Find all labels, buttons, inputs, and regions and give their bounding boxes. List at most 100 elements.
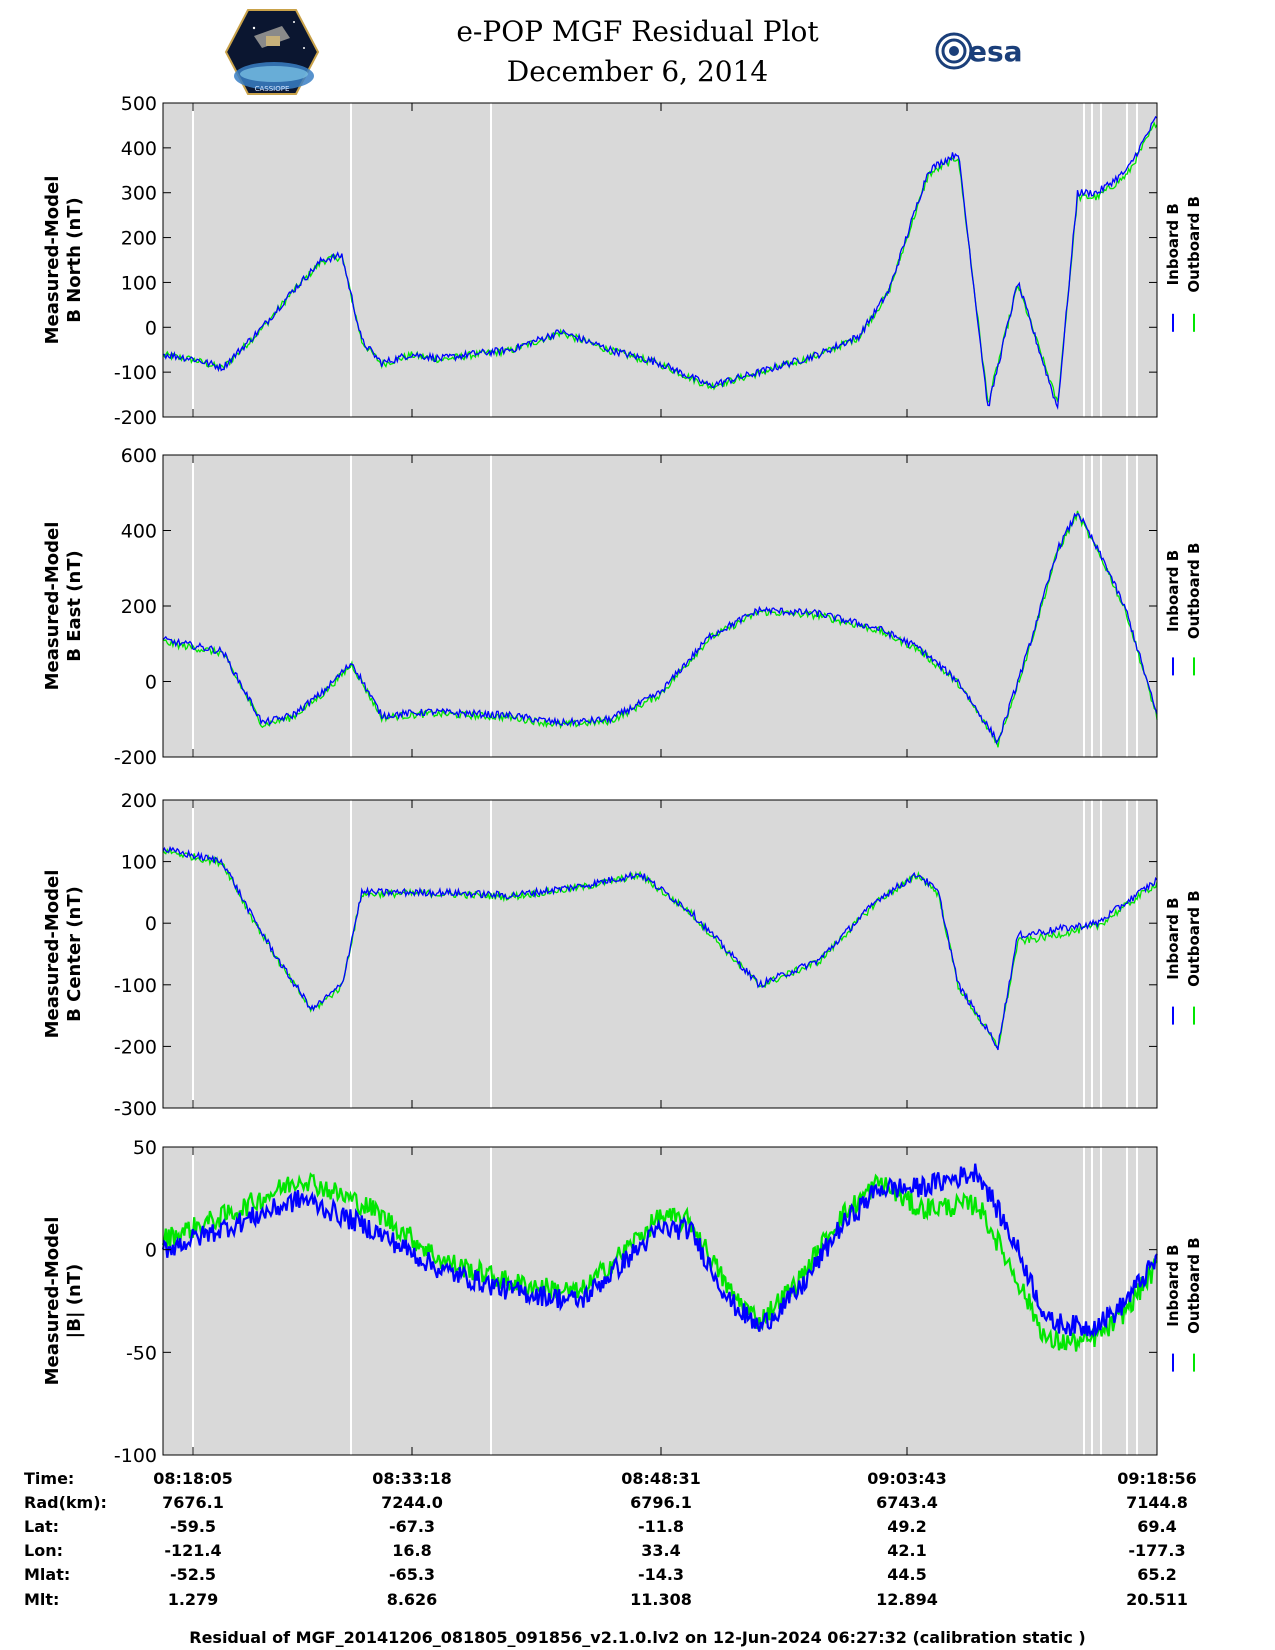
series-inboard <box>162 115 1158 411</box>
info-value: 08:48:31 <box>621 1469 701 1488</box>
y-axis-label-line1: Measured-Model <box>42 1217 63 1386</box>
series-inboard <box>162 512 1158 745</box>
y-tick-label: -200 <box>114 747 157 769</box>
legend: Inboard B Outboard B <box>1164 1237 1203 1372</box>
y-axis-label-line2: B East (nT) <box>64 550 85 662</box>
y-tick-label: 100 <box>121 272 157 294</box>
y-axis-label-line1: Measured-Model <box>42 522 63 691</box>
y-tick-label: 200 <box>121 596 157 618</box>
y-tick-label: 0 <box>145 1240 157 1262</box>
info-value: 6743.4 <box>876 1493 938 1512</box>
cassiope-mission-logo: CASSIOPE <box>224 9 320 95</box>
legend-outboard-label: Outboard B <box>1185 1237 1203 1334</box>
panel-background <box>163 800 1157 1108</box>
svg-text:CASSIOPE: CASSIOPE <box>255 85 290 93</box>
info-value: -67.3 <box>388 1517 436 1536</box>
y-tick-label: 200 <box>121 228 157 250</box>
y-tick-label: -200 <box>114 1036 157 1058</box>
panel-background <box>163 455 1157 757</box>
panel-frame <box>162 799 1158 1109</box>
info-value: 11.308 <box>630 1590 692 1609</box>
legend: Inboard B Outboard B <box>1164 196 1203 332</box>
info-value: 6796.1 <box>630 1493 692 1512</box>
info-value: -14.3 <box>637 1565 685 1584</box>
legend-inboard-label: Inboard B <box>1164 1244 1182 1326</box>
series-inboard <box>161 1163 1158 1338</box>
series-inboard <box>162 845 1158 1051</box>
y-tick-label: 50 <box>133 1137 157 1159</box>
y-tick-label: 400 <box>121 521 157 543</box>
info-row-label: Mlat: <box>24 1565 71 1584</box>
info-value: 09:03:43 <box>867 1469 947 1488</box>
legend-inboard-label: Inboard B <box>1164 203 1182 285</box>
info-row-label: Lat: <box>24 1517 60 1536</box>
y-tick-label: 100 <box>121 852 157 874</box>
info-value: 65.2 <box>1137 1565 1177 1584</box>
legend: Inboard B Outboard B <box>1164 543 1203 676</box>
info-value: 08:18:05 <box>153 1469 233 1488</box>
y-tick-label: 0 <box>145 672 157 694</box>
info-value: 09:18:56 <box>1117 1469 1197 1488</box>
y-axis-label-line2: |B| (nT) <box>64 1264 85 1339</box>
legend-inboard-label: Inboard B <box>1164 550 1182 632</box>
svg-text:esa: esa <box>968 35 1023 68</box>
panel-3: -300 -200 -100 0 100 200 Measured-Model B Cente… <box>42 790 1203 1120</box>
y-tick-label: -100 <box>114 362 157 384</box>
info-value: 49.2 <box>887 1517 927 1536</box>
footer-caption: Residual of MGF_20141206_081805_091856_v… <box>189 1628 1086 1647</box>
y-axis-label-line2: B North (nT) <box>64 197 85 323</box>
info-row-label: Lon: <box>24 1541 63 1560</box>
plot-date: December 6, 2014 <box>506 55 769 88</box>
y-tick-label: 300 <box>121 183 157 205</box>
y-tick-label: -100 <box>114 975 157 997</box>
info-row-label: Mlt: <box>24 1590 60 1609</box>
info-value: 1.279 <box>167 1590 219 1609</box>
info-value: -52.5 <box>169 1565 217 1584</box>
info-value: 44.5 <box>887 1565 927 1584</box>
info-row-label: Rad(km): <box>24 1493 107 1512</box>
y-tick-label: 500 <box>121 93 157 115</box>
legend-outboard-label: Outboard B <box>1185 543 1203 640</box>
y-tick-label: 0 <box>145 913 157 935</box>
info-row-label: Time: <box>24 1469 75 1488</box>
esa-logo: esa <box>935 32 1023 70</box>
info-value: 12.894 <box>876 1590 938 1609</box>
y-tick-label: 600 <box>121 445 157 467</box>
y-tick-label: 0 <box>145 317 157 339</box>
info-value: 42.1 <box>887 1541 927 1560</box>
info-value: 7144.8 <box>1126 1493 1188 1512</box>
info-value: 8.626 <box>386 1590 438 1609</box>
legend-outboard-label: Outboard B <box>1185 890 1203 987</box>
info-value: 69.4 <box>1137 1517 1177 1536</box>
info-value: 33.4 <box>641 1541 681 1560</box>
y-tick-label: -50 <box>126 1342 157 1364</box>
panel-frame <box>162 1146 1158 1456</box>
y-tick-label: -200 <box>114 407 157 429</box>
panel-4: -100 -50 0 50 Measured-Model |B| (nT) Inboard … <box>42 1137 1203 1467</box>
info-value: -59.5 <box>169 1517 217 1536</box>
y-tick-label: -300 <box>114 1098 157 1120</box>
panel-background <box>163 103 1157 417</box>
info-value: 08:33:18 <box>372 1469 452 1488</box>
info-value: 16.8 <box>392 1541 432 1560</box>
panel-2: -200 0 200 400 600 Measured-Model B East (nT) I… <box>42 445 1203 769</box>
y-tick-label: -100 <box>114 1445 157 1467</box>
info-value: -121.4 <box>164 1541 222 1560</box>
info-value: -65.3 <box>388 1565 436 1584</box>
legend-inboard-label: Inboard B <box>1164 897 1182 979</box>
y-tick-label: 400 <box>121 138 157 160</box>
panel-frame <box>162 102 1158 418</box>
series-outboard <box>161 1172 1158 1352</box>
info-value: -11.8 <box>637 1517 685 1536</box>
panel-1: -200 -100 0 100 200 300 400 500 Measured-Model B … <box>42 93 1203 429</box>
plot-title: e-POP MGF Residual Plot <box>456 15 819 48</box>
legend: Inboard B Outboard B <box>1164 890 1203 1025</box>
legend-outboard-label: Outboard B <box>1185 196 1203 293</box>
y-axis-label-line1: Measured-Model <box>42 176 63 345</box>
info-value: 7244.0 <box>381 1493 443 1512</box>
y-tick-label: 200 <box>121 790 157 812</box>
info-value: 7676.1 <box>162 1493 224 1512</box>
y-axis-label-line1: Measured-Model <box>42 870 63 1039</box>
info-value: -177.3 <box>1128 1541 1186 1560</box>
